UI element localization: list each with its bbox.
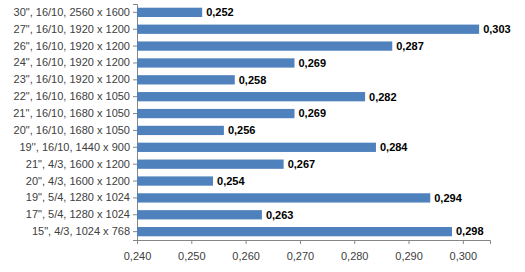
y-tick-label: 19'', 16/10, 1440 x 900: [19, 141, 130, 153]
y-axis-line: [133, 5, 138, 241]
bar: [137, 193, 430, 202]
y-tick: 24", 16/10, 1920 x 1200: [14, 56, 137, 68]
y-tick-label: 24", 16/10, 1920 x 1200: [14, 56, 130, 68]
x-tick: 0,290: [395, 240, 423, 262]
bar: [137, 58, 294, 67]
x-tick-label: 0,270: [287, 250, 315, 262]
y-tick-mark: [133, 164, 137, 165]
y-tick: 21", 4/3, 1600 x 1200: [26, 158, 137, 170]
bar: [137, 25, 479, 34]
y-tick-mark: [133, 214, 137, 215]
y-tick: 15", 4/3, 1024 x 768: [32, 225, 137, 237]
x-tick-mark: [246, 240, 247, 244]
x-tick: 0,240: [124, 240, 152, 262]
y-tick: 26", 16/10, 1920 x 1200: [14, 40, 137, 52]
y-tick-label: 30", 16/10, 2560 x 1600: [14, 6, 130, 18]
y-tick-mark: [133, 197, 137, 198]
bar: [137, 227, 452, 236]
y-tick-label: 23", 16/10, 1920 x 1200: [14, 73, 130, 85]
y-tick-mark: [133, 147, 137, 148]
bar: [137, 92, 365, 101]
bar: [137, 126, 224, 135]
x-tick: 0,260: [232, 240, 260, 262]
bar: [137, 41, 392, 50]
x-tick-label: 0,300: [450, 250, 478, 262]
bar: [137, 109, 294, 118]
data-label: 0,287: [396, 40, 424, 52]
y-tick-label: 22", 16/10, 1680 x 1050: [14, 90, 130, 102]
y-tick-label: 21", 4/3, 1600 x 1200: [26, 158, 130, 170]
y-tick-label: 17", 5/4, 1280 x 1024: [26, 208, 130, 220]
bar: [137, 143, 376, 152]
x-axis: 0,240 0,250 0,260 0,270 0,280 0,290 0,300: [124, 240, 491, 262]
y-tick-mark: [133, 113, 137, 114]
data-label: 0,303: [483, 23, 511, 35]
data-label: 0,263: [266, 209, 294, 221]
x-tick: 0,270: [287, 240, 315, 262]
y-tick: 30", 16/10, 2560 x 1600: [14, 6, 137, 18]
chart: 0,240 0,250 0,260 0,270 0,280 0,290 0,300 30", …: [0, 0, 525, 272]
x-tick-mark: [191, 240, 192, 244]
x-tick-mark: [354, 240, 355, 244]
y-tick: 23", 16/10, 1920 x 1200: [14, 73, 137, 85]
x-tick: 0,280: [341, 240, 369, 262]
x-tick-label: 0,290: [395, 250, 423, 262]
y-tick-label: 19", 5/4, 1280 x 1024: [26, 191, 130, 203]
y-tick-label: 21'', 16/10, 1680 x 1050: [13, 107, 130, 119]
bar: [137, 176, 213, 185]
y-tick: 21'', 16/10, 1680 x 1050: [13, 107, 137, 119]
y-tick: 27", 16/10, 1920 x 1200: [14, 23, 137, 35]
x-tick: 0,300: [450, 240, 478, 262]
y-tick-label: 20", 16/10, 1680 x 1050: [14, 124, 130, 136]
data-label: 0,256: [228, 124, 256, 136]
data-label: 0,267: [288, 158, 316, 170]
y-tick: 17", 5/4, 1280 x 1024: [26, 208, 137, 220]
y-tick: 19", 5/4, 1280 x 1024: [26, 191, 137, 203]
bar: [137, 160, 284, 169]
x-tick-label: 0,240: [124, 250, 152, 262]
y-tick-mark: [133, 46, 137, 47]
bars: [137, 8, 479, 237]
data-labels: 0,252 0,303 0,287 0,269 0,258 0,282 0,269 0,256…: [206, 6, 511, 237]
x-tick-label: 0,280: [341, 250, 369, 262]
y-tick-mark: [133, 181, 137, 182]
x-tick-label: 0,250: [178, 250, 206, 262]
y-axis: 30", 16/10, 2560 x 1600 27", 16/10, 1920 …: [13, 5, 137, 241]
data-label: 0,282: [369, 91, 397, 103]
data-label: 0,269: [298, 57, 326, 69]
bar: [137, 75, 235, 84]
y-tick: 20", 4/3, 1600 x 1200: [26, 175, 137, 187]
x-tick: 0,250: [178, 240, 206, 262]
bar: [137, 210, 262, 219]
x-axis-line: [138, 241, 491, 245]
x-tick-mark: [300, 240, 301, 244]
y-tick-mark: [133, 62, 137, 63]
y-tick-label: 15", 4/3, 1024 x 768: [32, 225, 130, 237]
y-tick: 19'', 16/10, 1440 x 900: [19, 141, 137, 153]
plot: 0,240 0,250 0,260 0,270 0,280 0,290 0,300 30", …: [13, 5, 510, 262]
x-tick-label: 0,260: [232, 250, 260, 262]
y-tick-mark: [133, 96, 137, 97]
data-label: 0,252: [206, 6, 234, 18]
bars-inner: [137, 8, 479, 237]
data-label: 0,284: [380, 141, 408, 153]
x-tick-mark: [463, 240, 464, 244]
y-tick-mark: [133, 12, 137, 13]
y-tick-mark: [133, 79, 137, 80]
y-tick-label: 27", 16/10, 1920 x 1200: [14, 23, 130, 35]
data-label: 0,298: [456, 225, 484, 237]
bar: [137, 8, 202, 17]
y-tick: 20", 16/10, 1680 x 1050: [14, 124, 137, 136]
data-label: 0,269: [298, 107, 326, 119]
data-label: 0,294: [434, 192, 462, 204]
data-label: 0,254: [217, 175, 245, 187]
x-tick-mark: [409, 240, 410, 244]
y-tick-mark: [133, 231, 137, 232]
y-tick-label: 20", 4/3, 1600 x 1200: [26, 175, 130, 187]
y-tick-mark: [133, 130, 137, 131]
data-label: 0,258: [239, 74, 267, 86]
y-tick: 22", 16/10, 1680 x 1050: [14, 90, 137, 102]
y-tick-mark: [133, 29, 137, 30]
y-tick-label: 26", 16/10, 1920 x 1200: [14, 40, 130, 52]
